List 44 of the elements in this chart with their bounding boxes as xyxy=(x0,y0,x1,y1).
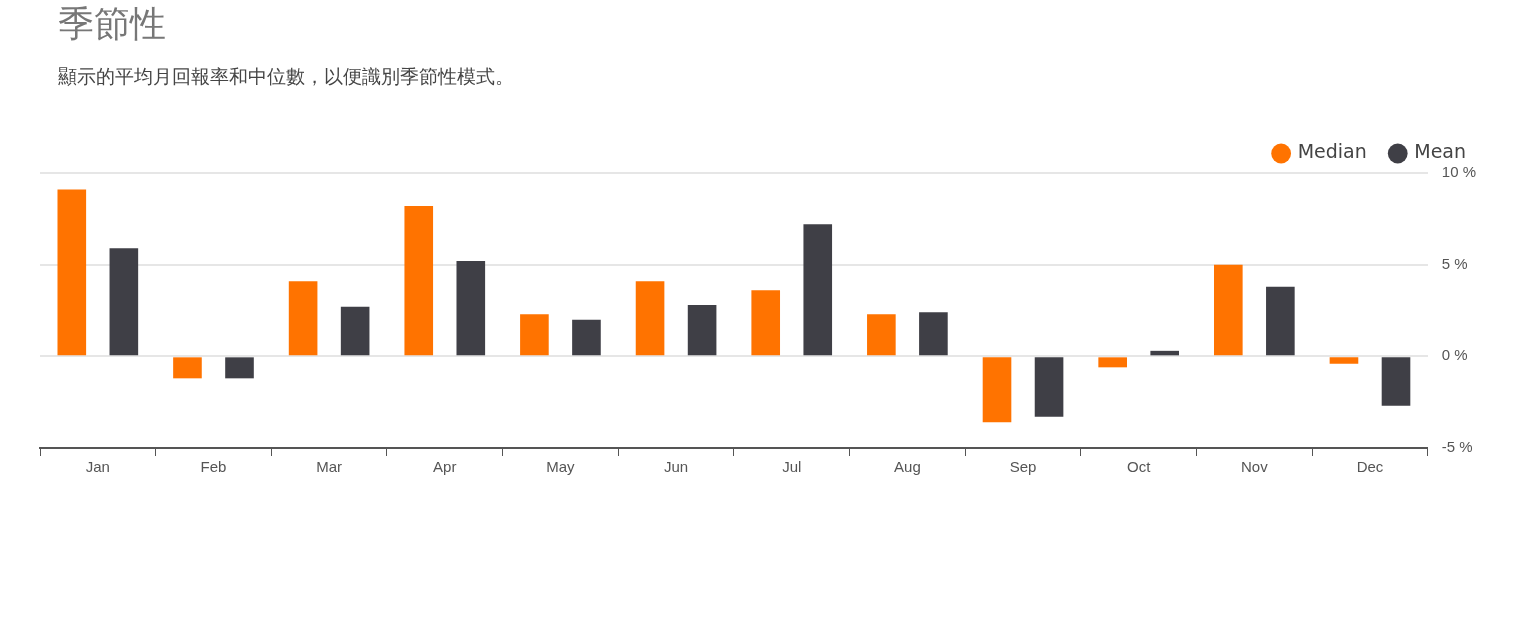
y-tick-label: 5 % xyxy=(1441,254,1468,272)
bar xyxy=(1381,357,1411,406)
chart-title: 季節性 xyxy=(58,2,166,46)
bar xyxy=(919,312,948,356)
x-tick-label: May xyxy=(546,458,576,476)
bar xyxy=(1214,264,1243,356)
x-tick-label: Oct xyxy=(1127,458,1152,476)
x-tick-label: Feb xyxy=(200,458,227,476)
bar xyxy=(109,248,139,356)
bar xyxy=(635,281,665,356)
x-tick-label: Jul xyxy=(782,458,802,476)
bar xyxy=(1098,357,1127,368)
y-tick-label: -5 % xyxy=(1441,438,1473,456)
x-tick-label: Sep xyxy=(1009,458,1037,476)
bar xyxy=(751,290,781,356)
y-tick-label: 10 % xyxy=(1441,163,1477,181)
x-tick-label: Mar xyxy=(316,458,343,476)
bar xyxy=(1266,286,1295,356)
bar xyxy=(340,306,370,356)
x-tick-label: Jan xyxy=(85,458,110,476)
bar xyxy=(57,189,87,356)
bar xyxy=(520,314,549,356)
bar xyxy=(982,357,1012,423)
bar xyxy=(1034,357,1064,417)
bar xyxy=(1329,357,1359,364)
bar xyxy=(173,357,202,379)
x-tick-label: Apr xyxy=(433,458,457,476)
bar xyxy=(572,319,601,356)
bar xyxy=(288,281,318,356)
x-tick-label: Aug xyxy=(894,458,921,476)
x-tick-label: Nov xyxy=(1240,458,1269,476)
legend-label: Mean xyxy=(1414,140,1467,163)
bar xyxy=(687,305,717,356)
bar xyxy=(867,314,896,356)
chart-subtitle: 顯示的平均月回報率和中位數，以便識別季節性模式。 xyxy=(58,64,514,89)
bar xyxy=(404,206,434,356)
legend-label: Median xyxy=(1297,140,1367,163)
bar xyxy=(803,224,833,356)
x-tick-label: Jun xyxy=(663,458,689,476)
bar xyxy=(1150,350,1180,356)
x-tick-label: Dec xyxy=(1356,458,1384,476)
bar xyxy=(225,357,254,379)
bar xyxy=(456,261,486,356)
y-tick-label: 0 % xyxy=(1441,346,1468,364)
